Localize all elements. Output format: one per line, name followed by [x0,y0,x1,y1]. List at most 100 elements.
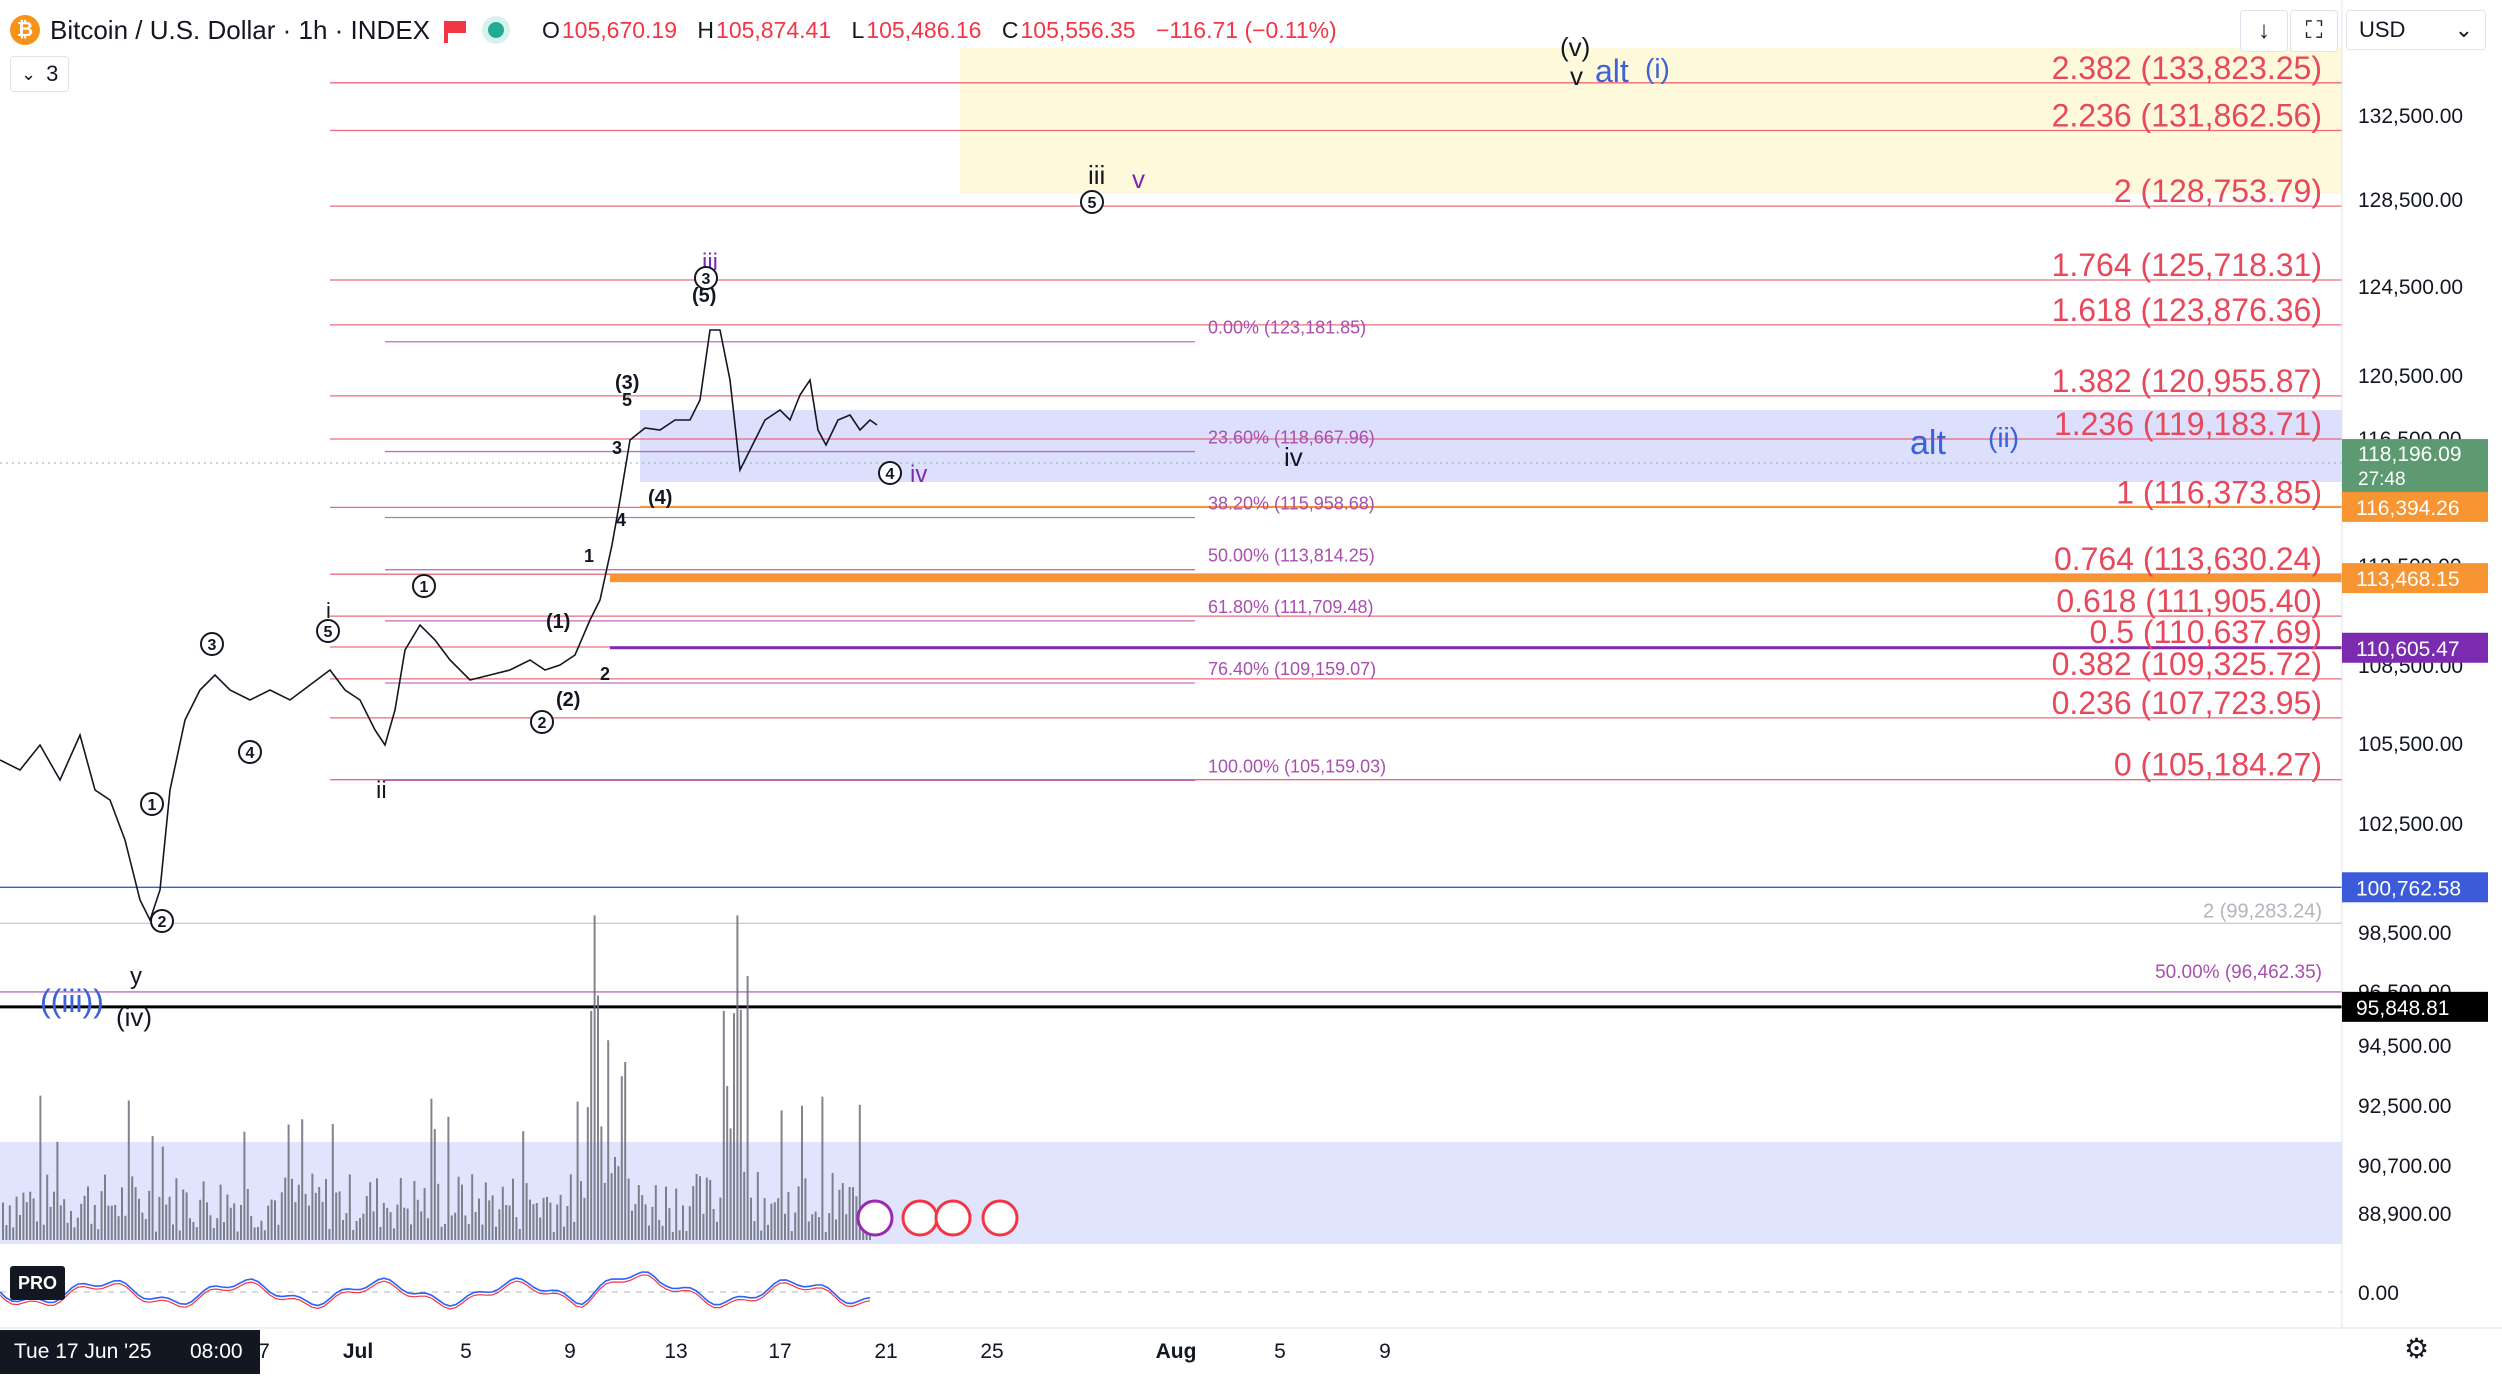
high-value: 105,874.41 [716,16,832,43]
volume-bar [277,1224,280,1240]
volume-bar [535,1203,538,1240]
volume-bar [172,1224,174,1240]
volume-bar [158,1196,161,1240]
volume-bar [314,1192,317,1240]
fib-extension-label: 0.764 (113,630.24) [2054,541,2322,577]
volume-bar [797,1186,800,1240]
market-status-icon[interactable] [488,22,504,38]
volume-bar [386,1207,389,1240]
oscillator-line [0,1271,871,1307]
price-series [0,329,878,923]
volume-bar [63,1199,66,1240]
symbol-title[interactable]: Bitcoin / U.S. Dollar · 1h · INDEX [50,14,430,45]
fib-retracement-label: 0.00% (123,181.85) [1208,318,1366,338]
time-tick: 13 [664,1340,687,1363]
volume-bar [359,1218,361,1240]
volume-bar [549,1202,552,1240]
volume-bar [529,1199,531,1240]
volume-bar [236,1231,239,1240]
volume-bar [15,1196,18,1240]
volume-bar [746,976,749,1240]
volume-bar [430,1098,433,1240]
volume-bar [32,1198,35,1240]
volume-bar [76,1217,79,1240]
wave-label: (3) [615,372,639,394]
price-tick: 102,500.00 [2358,813,2463,836]
fib-retracement-label: 76.40% (109,159.07) [1208,659,1376,679]
volume-bar [59,1205,62,1240]
volume-bar [427,1218,429,1240]
time-axis [0,1328,2502,1378]
settings-icon[interactable]: ⚙ [2404,1333,2430,1364]
volume-bar [342,1219,344,1240]
wave-circle [316,619,340,643]
plot-background [0,0,2342,1328]
volume-bar [127,1100,130,1240]
volume-bar [733,1013,735,1240]
volume-bar [563,1226,565,1240]
volume-bar [318,1186,321,1240]
indicators-toggle[interactable]: ⌄ 3 [10,56,70,92]
volume-bar [219,1184,222,1240]
flag-icon[interactable] [444,21,466,43]
event-icon[interactable] [856,1199,894,1237]
time-tick: Aug [1156,1340,1197,1363]
wave-label: 3 [612,438,622,458]
volume-bar [756,1172,759,1240]
currency-select[interactable]: USD ⌄ [2346,10,2486,50]
volume-bar [233,1203,236,1240]
volume-bar [790,1231,793,1240]
volume-bar [464,1215,467,1240]
volume-bar [301,1119,304,1240]
wave-label: iv [910,461,927,488]
wave-label: iv [1284,442,1303,472]
current-price-value: 118,196.09 [2358,443,2462,466]
volume-bar [117,1216,120,1240]
volume-bar [141,1212,144,1240]
volume-bar [403,1207,406,1240]
wave-label: alt [1595,53,1629,89]
fib-extension-label: 0.618 (111,905.40) [2056,583,2322,619]
volume-bar [447,1116,450,1240]
volume-bar [546,1196,548,1240]
fib-extension-label: 1 (116,373.85) [2116,474,2322,510]
volume-bar [841,1183,844,1240]
event-icon[interactable] [901,1199,939,1237]
event-icon[interactable] [934,1199,972,1237]
volume-bar [335,1192,338,1240]
volume-bar [134,1187,137,1240]
indicator-count: 3 [46,61,59,86]
event-icon[interactable] [981,1199,1019,1237]
volume-bar [590,1010,593,1240]
crosshair-date-badge [0,1330,260,1374]
current-price-badge [2342,439,2488,494]
volume-bar [267,1205,270,1240]
volume-bar [712,1208,715,1240]
fib-extension-label: 2.236 (131,862.56) [2052,98,2322,134]
pro-badge: PRO [10,1266,66,1300]
arrow-down-icon[interactable]: ↓ [2240,10,2288,52]
wave-label: iii [1088,160,1105,190]
price-level-value: 95,848.81 [2356,997,2449,1020]
volume-bar [212,1228,215,1240]
volume-bar [532,1204,535,1240]
support-zone [640,410,2342,482]
volume-bar [73,1227,76,1240]
volume-bar [413,1180,416,1240]
volume-bar [474,1211,477,1240]
time-tick: 17 [768,1340,791,1363]
volume-bar [223,1222,225,1240]
volume-bar [491,1195,494,1240]
volume-bar [501,1186,504,1240]
volume-bar [97,1229,100,1240]
volume-bar [518,1228,521,1240]
volume-bar [484,1182,487,1240]
volume-bar [287,1124,290,1240]
price-level-value: 110,605.47 [2356,638,2460,661]
volume-bar [542,1197,545,1240]
volume-bar [481,1224,484,1240]
volume-bar [852,1187,854,1240]
fullscreen-icon[interactable]: ⛶ [2290,10,2338,52]
volume-bar [862,1225,865,1240]
